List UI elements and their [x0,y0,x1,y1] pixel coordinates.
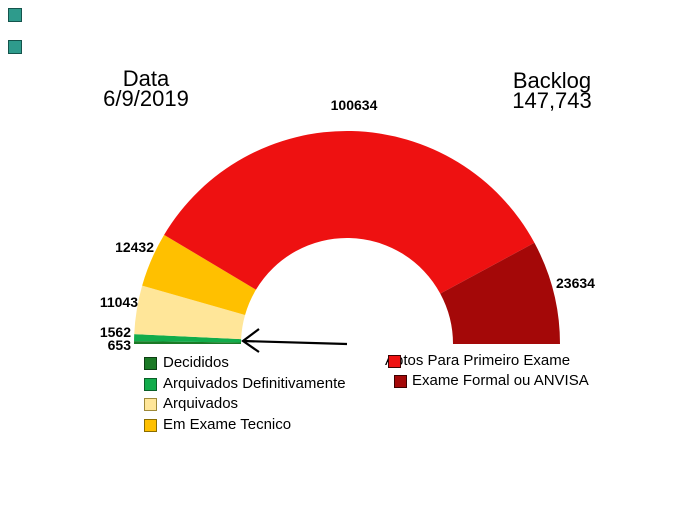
backlog-title: Backlog 147,743 [467,68,637,113]
backlog-label: Backlog [512,68,592,93]
legend-item-decididos: Decididos [144,354,229,371]
legend-swatch-exame-formal-ou-anvisa [394,374,407,388]
legend-item-aptos-para-primeiro-exame: Aptos Para Primeiro Exame [385,352,571,369]
value-label-arquivados: 11043 [100,294,138,310]
date-label: Data [122,66,170,91]
legend-item-exame-formal-ou-anvisa: Exame Formal ou ANVISA [394,372,589,389]
legend-swatch-aptos-para-primeiro-exame [388,355,401,368]
slice-em-exame-tecnico [142,234,256,315]
legend-label-em-exame-tecnico: Em Exame Tecnico [163,416,292,433]
value-label-aptos-para-primeiro-exame: 100634 [331,97,378,113]
value-label-arquivados-definitivamente: 1562 [100,324,131,340]
slice-exame-formal-ou-anvisa [440,242,560,344]
legend-swatch-em-exame-tecnico [144,418,157,432]
canvas-handle-bottom[interactable] [8,40,22,54]
legend-item-arquivados: Arquivados [144,395,239,412]
legend-swatch-decididos [144,356,157,370]
slice-aptos-para-primeiro-exame [164,130,535,294]
legend-swatch-arquivados-definitivamente [144,377,157,391]
legend-label-arquivados: Arquivados [163,395,239,412]
legend-label-exame-formal-ou-anvisa: Exame Formal ou ANVISA [412,372,589,389]
value-label-exame-formal-ou-anvisa: 23634 [556,275,595,291]
slice-arquivados-definitivamente [134,334,242,343]
legend-swatch-arquivados [144,397,157,411]
backlog-value: 147,743 [512,88,592,113]
value-label-em-exame-tecnico: 12432 [115,239,154,255]
date-value: 6/9/2019 [103,86,189,111]
slice-decididos [134,341,242,344]
legend-label-decididos: Decididos [163,354,229,371]
legend-item-em-exame-tecnico: Em Exame Tecnico [144,416,292,433]
canvas-handle-top[interactable] [8,8,22,22]
legend-label-arquivados-definitivamente: Arquivados Definitivamente [163,375,346,392]
value-label-decididos: 653 [108,337,132,353]
slice-arquivados [134,285,246,340]
callout-arrow [241,328,348,353]
legend-label-aptos-para-primeiro-exame: Aptos Para Primeiro Exame [385,352,571,369]
date-title: Data 6/9/2019 [61,66,231,111]
legend-item-arquivados-definitivamente: Arquivados Definitivamente [144,375,346,392]
